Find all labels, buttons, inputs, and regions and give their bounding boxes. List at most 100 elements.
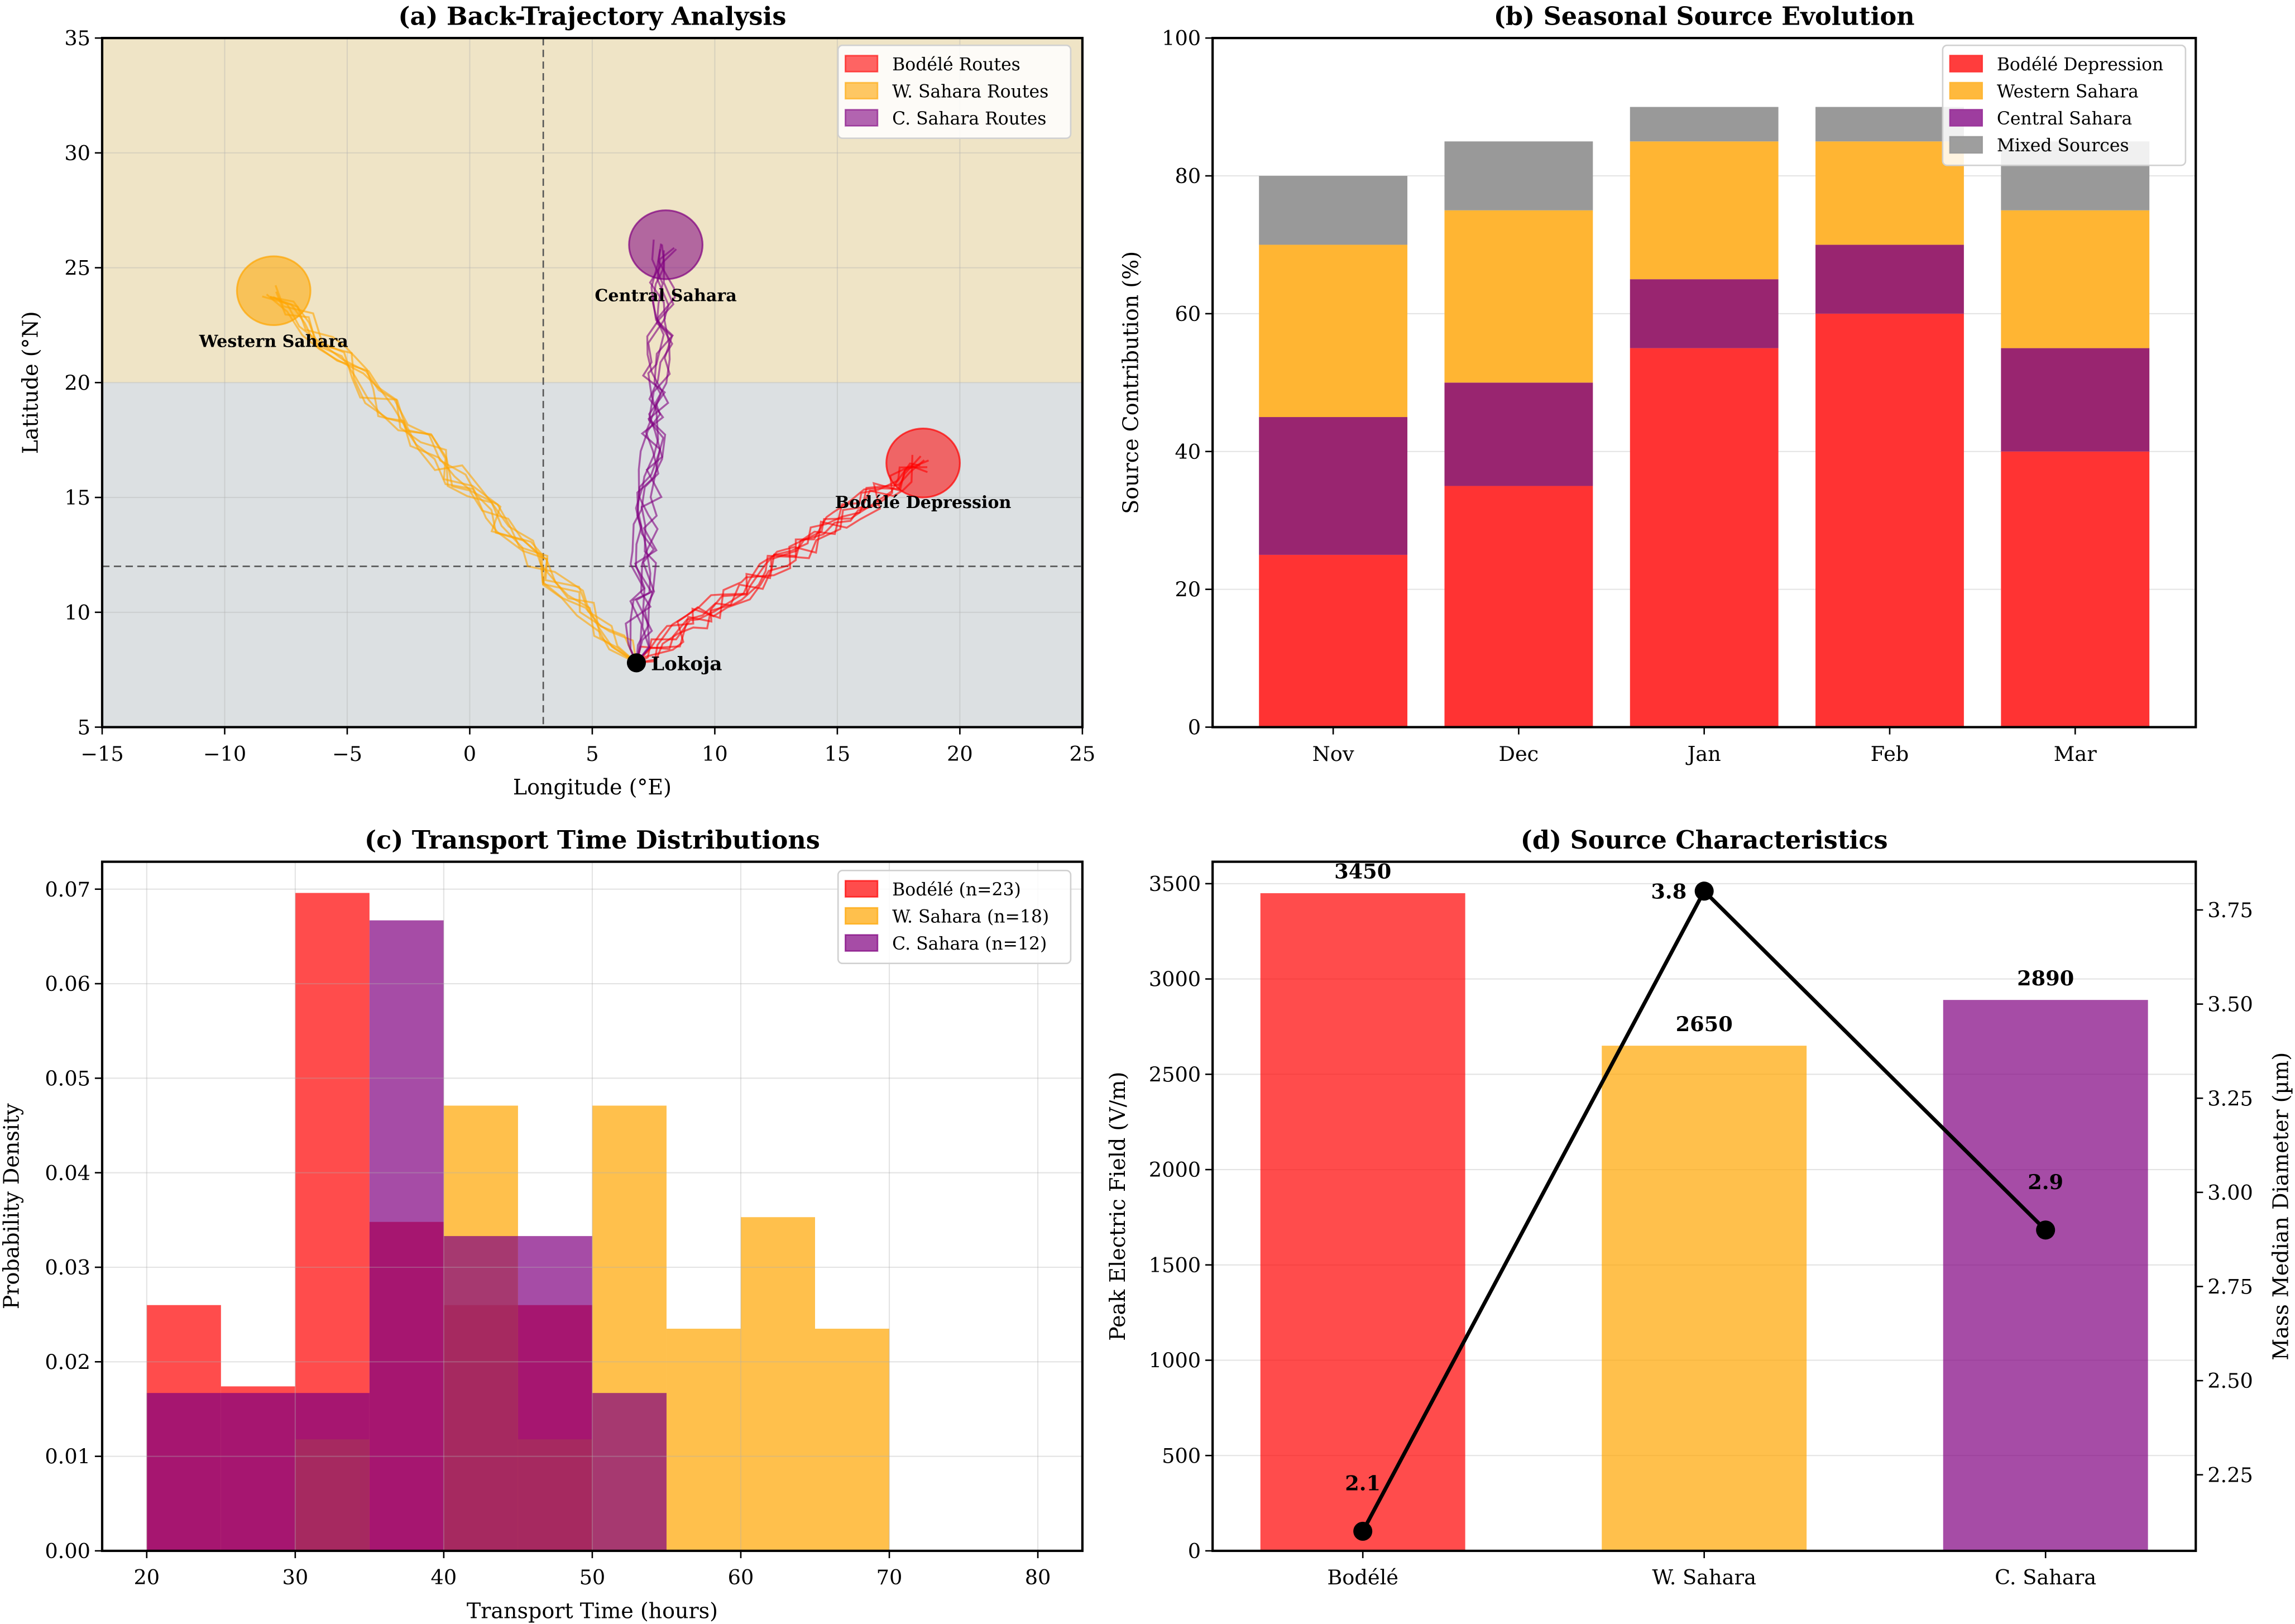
legend-swatch xyxy=(845,934,879,952)
diameter-value-label: 2.1 xyxy=(1345,1472,1381,1496)
axes-frame xyxy=(1211,37,2197,729)
source-label: Central Sahara xyxy=(595,286,736,305)
bar-segment xyxy=(1815,107,1964,142)
y-tick-label: 0.07 xyxy=(45,878,90,902)
source-label: Bodélé Depression xyxy=(835,493,1012,512)
y-tick-label: 80 xyxy=(1175,164,1201,188)
chart-title: (a) Back-Trajectory Analysis xyxy=(398,2,786,31)
x-tick-label: Dec xyxy=(1499,742,1539,766)
y-tick-label: 0.05 xyxy=(45,1066,90,1090)
legend-swatch xyxy=(845,880,879,898)
legend-label: W. Sahara (n=18) xyxy=(892,907,1049,927)
trajectory-line xyxy=(274,285,638,664)
y2-tick-label: 3.25 xyxy=(2207,1086,2253,1110)
x-tick-label: 50 xyxy=(579,1565,606,1589)
bar-value-label: 2890 xyxy=(2017,966,2074,990)
y2-tick-label: 2.50 xyxy=(2207,1369,2253,1393)
trajectory-line xyxy=(635,464,928,664)
bar-segment xyxy=(2001,210,2150,348)
source-region-marker xyxy=(628,209,704,280)
trajectory-line xyxy=(635,459,925,664)
y2-tick-label: 2.25 xyxy=(2207,1463,2253,1487)
bar-segment xyxy=(2001,348,2150,452)
x-tick-label: Mar xyxy=(2054,742,2097,766)
x-tick-label: 15 xyxy=(825,742,851,766)
y-tick-label: 1000 xyxy=(1149,1349,1201,1373)
y-tick-label: 15 xyxy=(64,486,90,510)
legend-swatch xyxy=(845,82,879,100)
bar-segment xyxy=(1815,141,1964,245)
x-tick-label: Bodélé xyxy=(1327,1565,1398,1589)
x-tick-label: 5 xyxy=(586,742,598,766)
histogram-bar xyxy=(443,1236,518,1551)
histogram-bar xyxy=(295,1393,370,1551)
histogram-bar xyxy=(221,1393,295,1551)
bar-segment xyxy=(1444,486,1593,727)
legend-label: C. Sahara Routes xyxy=(892,109,1046,129)
y-axis-label: Probability Density xyxy=(0,1103,24,1310)
y-tick-label: 35 xyxy=(64,26,90,50)
legend-label: Mixed Sources xyxy=(1997,136,2129,156)
histogram-bar xyxy=(815,1329,890,1551)
y2-axis-label: Mass Median Diameter (µm) xyxy=(2268,1052,2293,1360)
panel-b-stacked-bar: 0 20 40 60 80 100 Nov Dec Jan Feb Mar Bodélé Depres… xyxy=(1118,2,2197,766)
legend-label: Central Sahara xyxy=(1997,109,2132,129)
y-axis-label: Source Contribution (%) xyxy=(1118,251,1143,514)
chart-title: (d) Source Characteristics xyxy=(1521,825,1888,855)
chart-title: (b) Seasonal Source Evolution xyxy=(1494,2,1915,31)
y-tick-label: 5 xyxy=(78,716,90,740)
x-tick-label: 70 xyxy=(876,1565,903,1589)
bar-segment xyxy=(1259,245,1408,418)
bar-segment xyxy=(1444,382,1593,486)
legend-swatch xyxy=(1949,55,1983,73)
y-tick-label: 20 xyxy=(1175,578,1201,602)
bar-segment xyxy=(1815,245,1964,314)
y-tick-label: 0.06 xyxy=(45,972,90,996)
x-tick-label: 30 xyxy=(282,1565,309,1589)
legend-swatch xyxy=(845,907,879,925)
trajectory-line xyxy=(636,459,930,664)
panel-c-histogram: 20 30 40 50 60 70 80 0.00 0.01 0.02 0.03 0.04 0.05 0.… xyxy=(0,825,1084,1623)
x-tick-label: Feb xyxy=(1871,742,1909,766)
bar-segment xyxy=(1630,107,1779,142)
x-tick-label: 60 xyxy=(728,1565,754,1589)
x-axis-label: Longitude (°E) xyxy=(513,775,672,799)
x-tick-label: C. Sahara xyxy=(1995,1565,2096,1589)
y2-tick-label: 3.75 xyxy=(2207,898,2253,922)
y-tick-label: 20 xyxy=(64,371,90,395)
histogram-bar xyxy=(592,1393,667,1551)
x-tick-label: −5 xyxy=(332,742,362,766)
y-tick-label: 0.03 xyxy=(45,1256,90,1280)
legend-label: C. Sahara (n=12) xyxy=(892,934,1047,954)
histogram-bar xyxy=(740,1217,816,1551)
bar-segment xyxy=(1444,141,1593,210)
trajectory-line xyxy=(635,239,673,663)
bar-value-label: 2650 xyxy=(1676,1012,1733,1036)
y-tick-label: 0 xyxy=(1188,1539,1201,1563)
trajectory-line xyxy=(262,295,638,663)
y-tick-label: 2500 xyxy=(1149,1062,1201,1086)
y-tick-label: 0.00 xyxy=(45,1539,90,1563)
x-tick-label: 10 xyxy=(702,742,728,766)
bar-segment xyxy=(1259,417,1408,555)
legend-swatch xyxy=(845,55,879,73)
y-axis-label: Peak Electric Field (V/m) xyxy=(1105,1072,1130,1341)
y-axis-label: Latitude (°N) xyxy=(18,311,43,454)
y-tick-label: 30 xyxy=(64,141,90,165)
y-tick-label: 1500 xyxy=(1149,1253,1201,1277)
histogram-bar xyxy=(369,920,444,1551)
y-tick-label: 3000 xyxy=(1149,967,1201,991)
diameter-value-label: 2.9 xyxy=(2028,1170,2063,1194)
bar xyxy=(1260,893,1465,1551)
y-tick-label: 3500 xyxy=(1149,872,1201,896)
legend-swatch xyxy=(845,109,879,127)
y-tick-label: 0.04 xyxy=(45,1161,90,1185)
axes-frame xyxy=(100,37,1084,729)
y-tick-label: 500 xyxy=(1162,1444,1201,1468)
bar xyxy=(1943,1000,2148,1551)
y2-tick-label: 3.50 xyxy=(2207,993,2253,1017)
x-tick-label: Jan xyxy=(1685,742,1721,766)
bar-segment xyxy=(1259,554,1408,727)
legend-label: Bodélé (n=23) xyxy=(892,880,1021,900)
